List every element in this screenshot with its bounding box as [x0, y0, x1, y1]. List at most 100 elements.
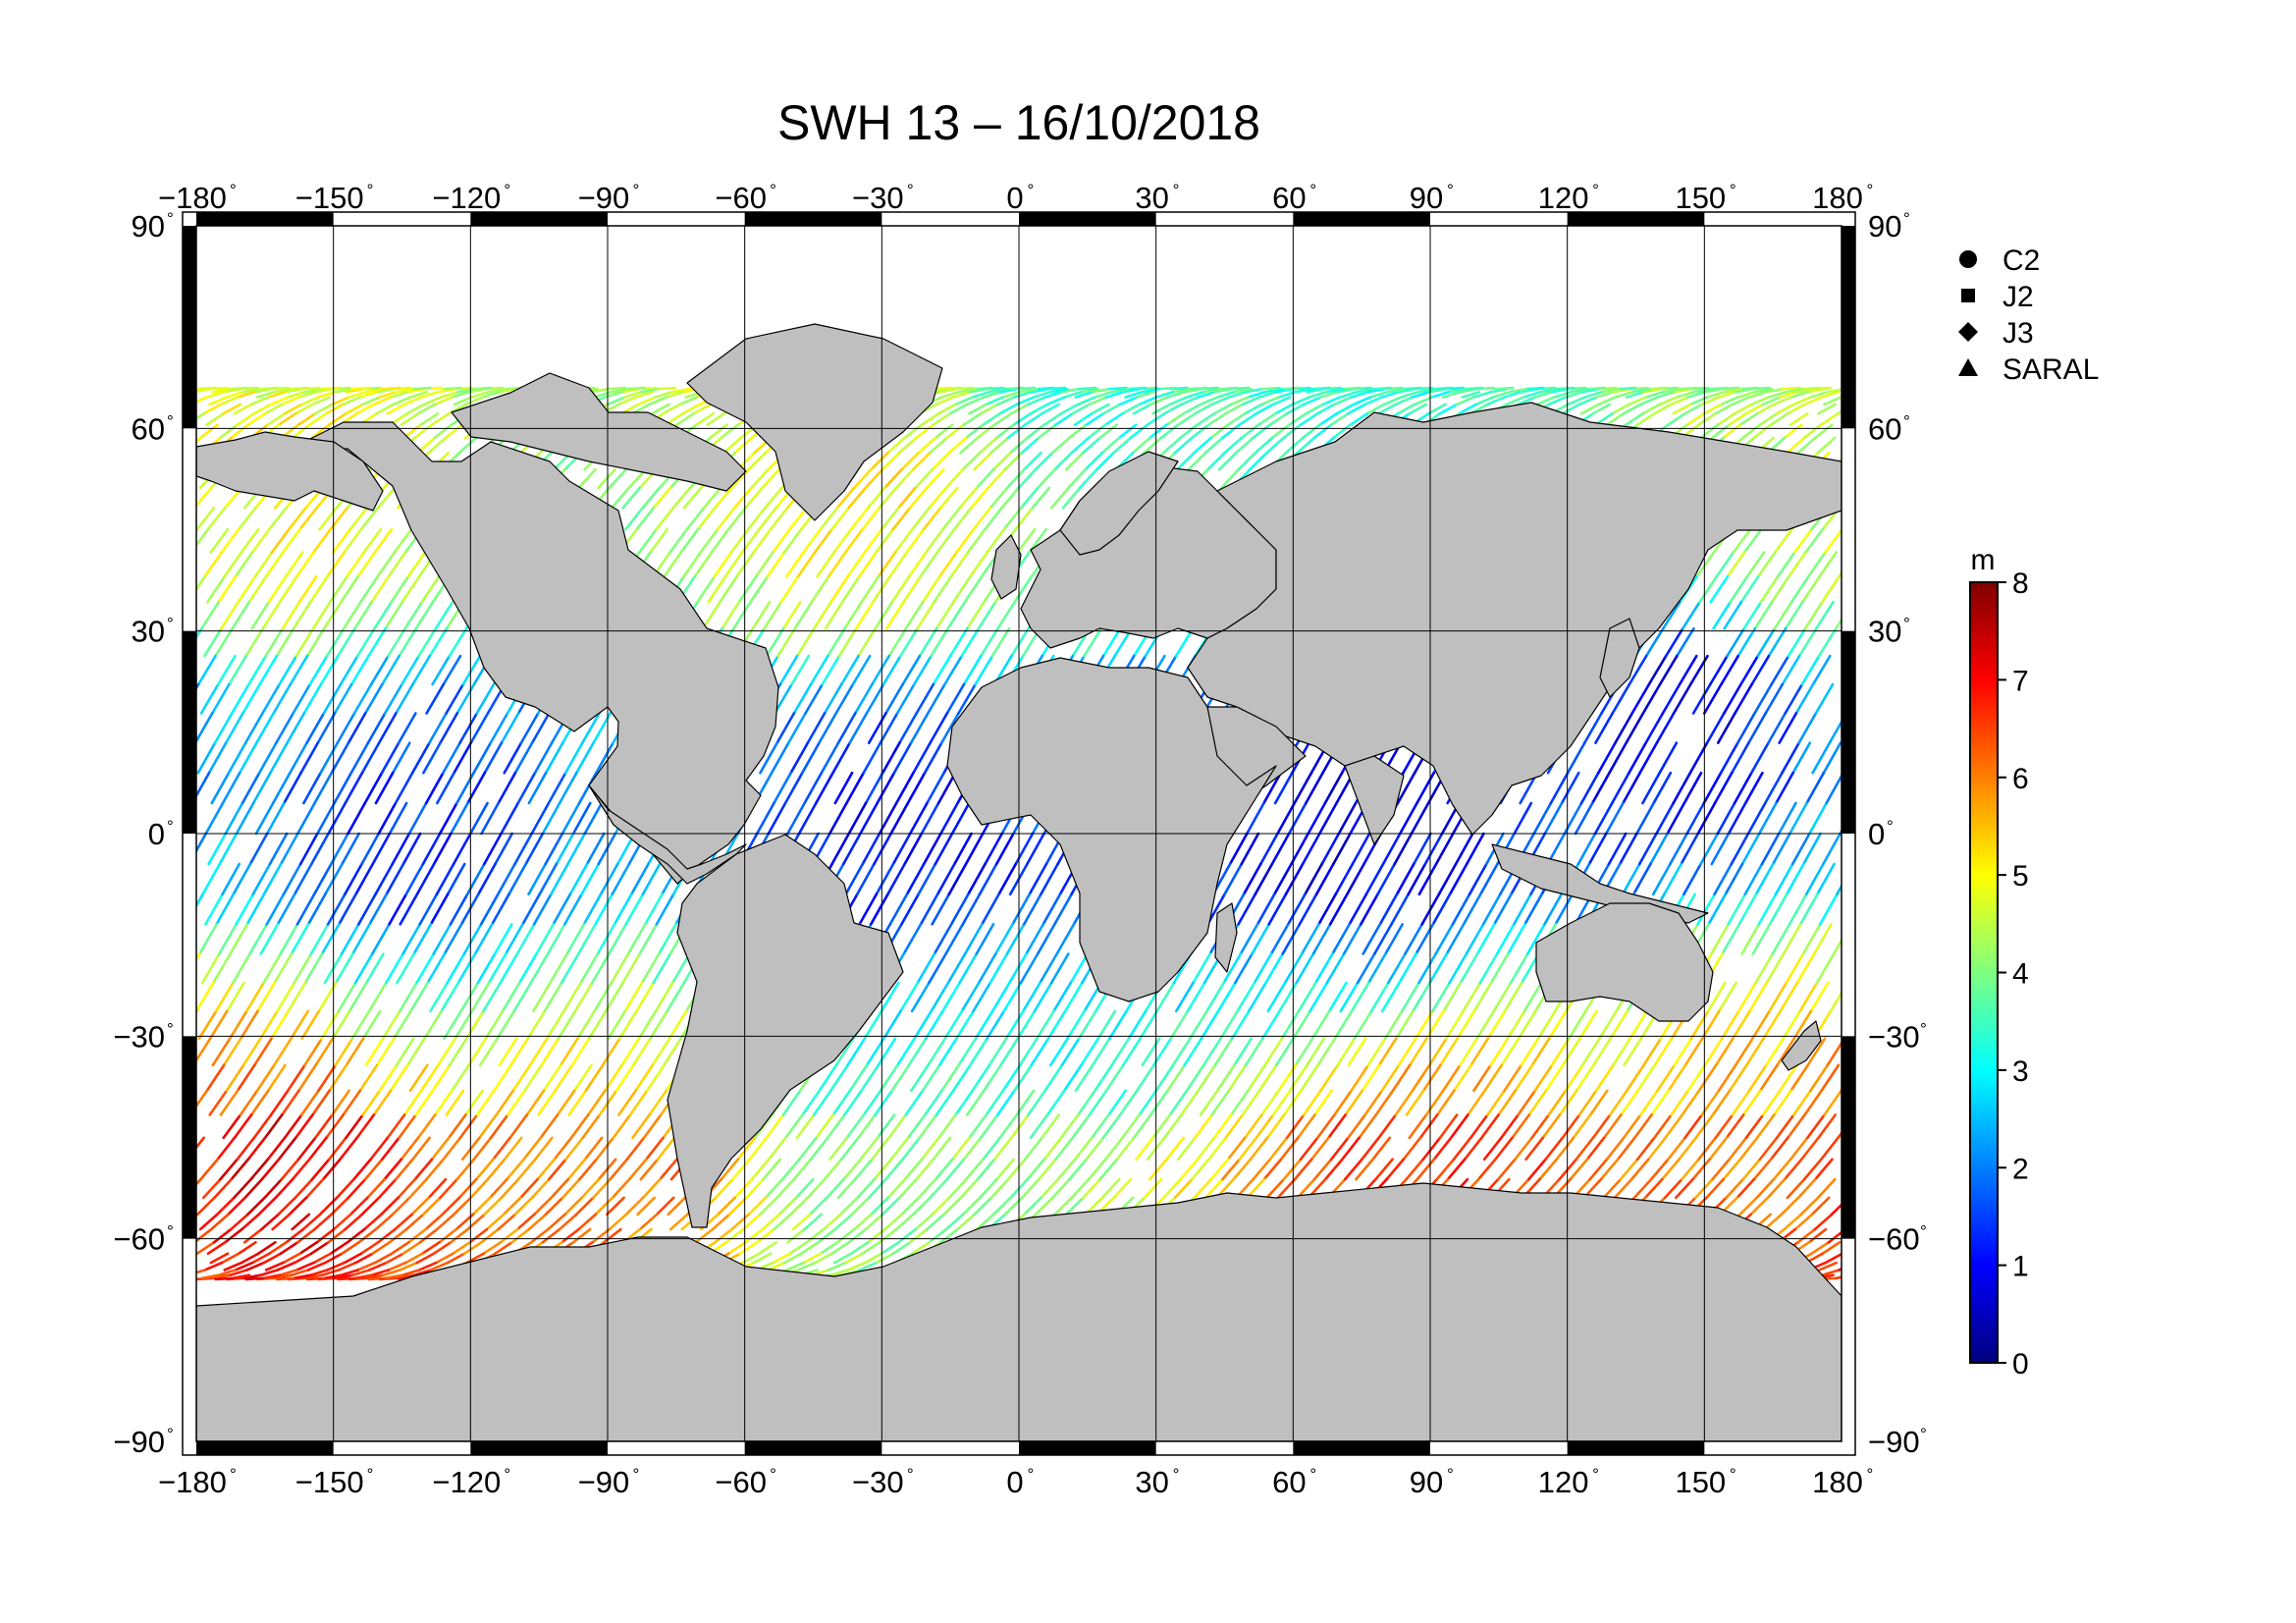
- track-segment: [275, 712, 294, 744]
- track-segment: [394, 1158, 414, 1181]
- track-segment: [509, 1037, 529, 1067]
- track-segment: [533, 1196, 553, 1217]
- track-segment: [419, 411, 440, 426]
- track-segment: [1683, 403, 1703, 415]
- track-segment: [1350, 981, 1370, 1013]
- track-segment: [960, 626, 981, 658]
- track-segment: [1064, 451, 1085, 471]
- track-segment: [310, 832, 330, 866]
- track-segment: [553, 1136, 573, 1162]
- track-segment: [629, 862, 650, 896]
- track-segment: [950, 801, 971, 836]
- track-segment: [831, 1089, 852, 1116]
- track-segment: [923, 1089, 943, 1116]
- track-segment: [576, 1009, 596, 1041]
- track-segment: [833, 1213, 854, 1231]
- track-segment: [278, 1269, 298, 1277]
- track-segment: [992, 411, 1013, 426]
- track-segment: [1832, 938, 1842, 955]
- track-segment: [992, 1136, 1013, 1162]
- track-segment: [220, 527, 240, 554]
- track-segment: [1749, 741, 1770, 775]
- track-segment: [1201, 387, 1222, 394]
- diamond-symbol-icon: [1958, 322, 1978, 342]
- track-segment: [880, 981, 900, 1013]
- track-segment: [1503, 1063, 1523, 1093]
- degree-mark: °: [230, 181, 237, 199]
- track-segment: [796, 551, 817, 578]
- track-segment: [383, 682, 403, 715]
- track-segment: [1293, 1158, 1313, 1181]
- track-segment: [963, 923, 984, 955]
- degree-mark: °: [1867, 181, 1874, 199]
- track-segment: [280, 1089, 300, 1116]
- track-segment: [929, 712, 949, 744]
- track-segment: [1759, 1063, 1779, 1093]
- track-segment: [1203, 1177, 1224, 1200]
- track-segment: [376, 486, 397, 510]
- track-segment: [1774, 862, 1794, 896]
- track-segment: [613, 893, 633, 926]
- track-segment: [1597, 396, 1617, 406]
- track-segment: [291, 1213, 311, 1231]
- track-segment: [446, 862, 466, 896]
- track-segment: [1587, 832, 1608, 866]
- track-segment: [1323, 771, 1344, 805]
- track-segment: [1792, 1089, 1812, 1116]
- track-segment: [835, 486, 856, 510]
- track-segment: [643, 893, 664, 926]
- track-segment: [503, 1136, 523, 1162]
- track-segment: [230, 682, 250, 715]
- degree-mark: °: [230, 1465, 237, 1484]
- track-segment: [1300, 1063, 1319, 1093]
- track-segment: [1800, 654, 1821, 686]
- track-segment: [1628, 654, 1648, 686]
- track-segment: [1263, 387, 1284, 394]
- track-segment: [1696, 801, 1717, 836]
- track-segment: [399, 893, 419, 926]
- track-segment: [202, 626, 223, 658]
- track-segment: [513, 832, 534, 866]
- track-segment: [1350, 390, 1370, 399]
- track-segment: [812, 1089, 832, 1116]
- track-segment: [1766, 1177, 1787, 1200]
- track-segment: [940, 390, 960, 399]
- track-segment: [404, 862, 425, 896]
- track-segment: [1465, 832, 1485, 866]
- degree-mark: °: [1920, 1425, 1927, 1443]
- track-segment: [772, 1252, 791, 1265]
- track-segment: [208, 1089, 229, 1116]
- track-segment: [870, 1196, 889, 1217]
- track-segment: [1817, 1113, 1837, 1140]
- track-segment: [1830, 1203, 1842, 1217]
- track-segment: [1068, 1158, 1088, 1181]
- track-segment: [196, 1241, 216, 1256]
- track-segment: [487, 387, 507, 394]
- track-segment: [1254, 436, 1274, 455]
- track-segment: [1032, 390, 1052, 399]
- track-segment: [797, 801, 818, 836]
- track-segment: [864, 467, 884, 490]
- track-segment: [202, 403, 223, 415]
- track-segment: [1185, 390, 1205, 399]
- track-segment: [1193, 436, 1212, 455]
- track-segment: [858, 1261, 878, 1271]
- track-segment: [1050, 1177, 1071, 1200]
- track-segment: [1474, 396, 1495, 406]
- track-segment: [611, 1177, 631, 1200]
- track-segment: [425, 682, 446, 715]
- lon-tick-label: 30: [1135, 181, 1168, 215]
- track-segment: [710, 527, 730, 554]
- track-segment: [1709, 386, 1729, 391]
- track-segment: [1207, 411, 1227, 426]
- track-segment: [762, 1158, 782, 1181]
- track-segment: [1691, 1158, 1711, 1181]
- track-segment: [1616, 1136, 1636, 1162]
- track-segment: [751, 600, 772, 630]
- track-segment: [331, 1089, 350, 1116]
- track-segment: [1396, 403, 1416, 415]
- track-segment: [881, 741, 901, 775]
- track-segment: [278, 654, 298, 686]
- track-segment: [322, 682, 343, 715]
- track-segment: [1416, 387, 1436, 394]
